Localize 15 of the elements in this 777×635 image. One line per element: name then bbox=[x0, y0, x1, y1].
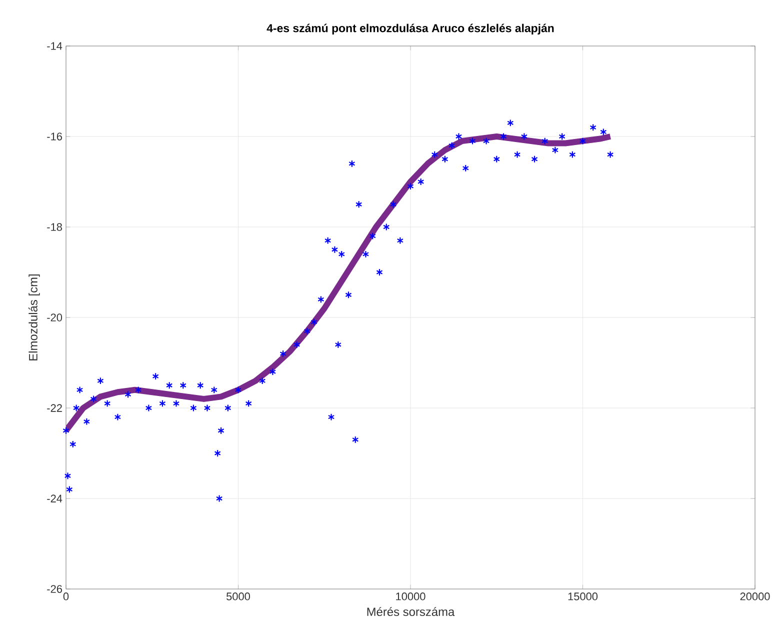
x-tick-label: 15000 bbox=[568, 592, 598, 600]
chart-title: 4-es számú pont elmozdulása Aruco észlelés alapján bbox=[266, 24, 554, 34]
x-tick-label: 0 bbox=[63, 592, 69, 600]
x-tick-label: 20000 bbox=[740, 592, 770, 600]
y-tick-label: -16 bbox=[47, 132, 62, 140]
x-tick-label: 5000 bbox=[226, 592, 250, 600]
y-tick-label: -20 bbox=[47, 314, 62, 322]
x-axis-title: Mérés sorszáma bbox=[367, 607, 455, 616]
y-tick-label: -14 bbox=[47, 42, 62, 50]
y-axis-title: Elmozdulás [cm] bbox=[28, 274, 40, 360]
y-tick-label: -22 bbox=[47, 404, 62, 412]
y-tick-label: -18 bbox=[47, 223, 62, 231]
x-tick-label: 10000 bbox=[396, 592, 426, 600]
y-tick-label: -24 bbox=[47, 494, 62, 502]
y-tick-label: -26 bbox=[47, 585, 62, 593]
